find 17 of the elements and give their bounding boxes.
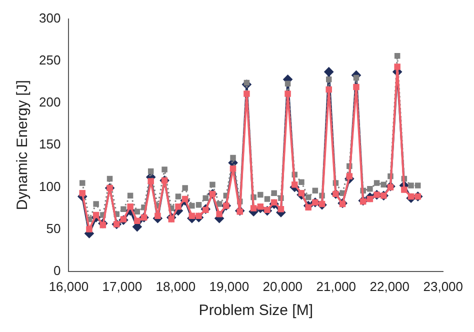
x-tick-label: 23,000 [423, 278, 463, 294]
x-tick-label: 19,000 [209, 278, 250, 294]
y-tick-label: 300 [38, 10, 61, 26]
y-tick-label: 0 [53, 262, 61, 278]
x-tick-label: 21,000 [316, 278, 356, 294]
y-tick-label: 150 [38, 136, 61, 152]
y-tick-label: 250 [38, 52, 61, 68]
x-tick-label: 17,000 [102, 278, 142, 294]
x-tick-label: 20,000 [262, 278, 303, 294]
x-tick-label: 18,000 [156, 278, 196, 294]
y-tick-label: 50 [46, 220, 61, 236]
y-tick-label: 100 [38, 178, 61, 194]
x-tick-label: 16,000 [48, 278, 89, 294]
y-tick-label: 200 [38, 94, 61, 110]
x-axis-title: Problem Size [M] [198, 302, 314, 320]
y-axis-title: Dynamic Energy [J] [14, 80, 32, 210]
x-tick-label: 22,000 [370, 278, 410, 294]
